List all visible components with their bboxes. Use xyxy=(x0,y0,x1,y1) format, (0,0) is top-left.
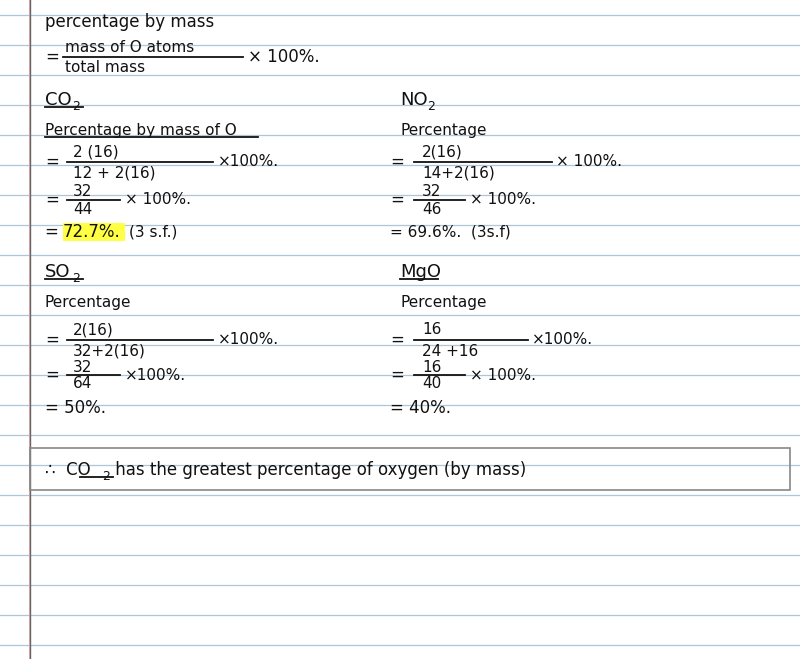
Text: 44: 44 xyxy=(73,202,92,217)
Text: SO: SO xyxy=(45,263,70,281)
Text: × 100%.: × 100%. xyxy=(248,48,320,66)
Text: 2: 2 xyxy=(72,272,80,285)
Text: 12 + 2(16): 12 + 2(16) xyxy=(73,165,155,181)
Text: 2: 2 xyxy=(427,100,435,113)
Text: 24 +16: 24 +16 xyxy=(422,343,478,358)
Text: 2: 2 xyxy=(102,469,110,482)
Text: =: = xyxy=(45,331,59,349)
Text: 40: 40 xyxy=(422,376,442,391)
Text: Percentage by mass of O: Percentage by mass of O xyxy=(45,123,237,138)
Text: mass of O atoms: mass of O atoms xyxy=(65,40,194,55)
Text: (3 s.f.): (3 s.f.) xyxy=(129,225,178,239)
Bar xyxy=(30,448,790,490)
Text: = 50%.: = 50%. xyxy=(45,399,106,417)
Text: NO: NO xyxy=(400,91,428,109)
Text: 64: 64 xyxy=(73,376,92,391)
Text: ×100%.: ×100%. xyxy=(218,154,279,169)
Text: = 69.6%.  (3s.f): = 69.6%. (3s.f) xyxy=(390,225,510,239)
Text: 2(16): 2(16) xyxy=(73,322,114,337)
Text: ∴  CO: ∴ CO xyxy=(45,461,90,479)
Text: Percentage: Percentage xyxy=(400,123,486,138)
Text: =: = xyxy=(45,366,59,384)
Text: 16: 16 xyxy=(422,360,442,374)
Text: × 100%.: × 100%. xyxy=(470,192,536,208)
Text: =: = xyxy=(45,153,59,171)
Text: =: = xyxy=(45,191,59,209)
Text: × 100%.: × 100%. xyxy=(470,368,536,382)
Text: 32+2(16): 32+2(16) xyxy=(73,343,146,358)
Text: 32: 32 xyxy=(73,185,92,200)
Text: × 100%.: × 100%. xyxy=(125,192,191,208)
Text: Percentage: Percentage xyxy=(400,295,486,310)
Text: has the greatest percentage of oxygen (by mass): has the greatest percentage of oxygen (b… xyxy=(110,461,526,479)
Text: ×100%.: ×100%. xyxy=(532,333,593,347)
Text: 2: 2 xyxy=(72,100,80,113)
Text: CO: CO xyxy=(45,91,72,109)
Text: MgO: MgO xyxy=(400,263,441,281)
Text: = 40%.: = 40%. xyxy=(390,399,451,417)
Text: =: = xyxy=(390,191,404,209)
Text: =: = xyxy=(390,331,404,349)
Text: ×100%.: ×100%. xyxy=(218,333,279,347)
Text: =: = xyxy=(390,366,404,384)
Text: 32: 32 xyxy=(73,360,92,374)
Text: total mass: total mass xyxy=(65,59,145,74)
Text: 16: 16 xyxy=(422,322,442,337)
Text: × 100%.: × 100%. xyxy=(556,154,622,169)
Text: ×100%.: ×100%. xyxy=(125,368,186,382)
Text: 2(16): 2(16) xyxy=(422,144,462,159)
Text: 72.7%.: 72.7%. xyxy=(63,223,121,241)
Text: =: = xyxy=(45,48,59,66)
Text: =: = xyxy=(390,153,404,171)
Text: Percentage: Percentage xyxy=(45,295,131,310)
Bar xyxy=(63,223,125,241)
Text: 2 (16): 2 (16) xyxy=(73,144,118,159)
Text: 46: 46 xyxy=(422,202,442,217)
Text: 32: 32 xyxy=(422,185,442,200)
Text: 14+2(16): 14+2(16) xyxy=(422,165,494,181)
Text: =: = xyxy=(45,223,64,241)
Text: percentage by mass: percentage by mass xyxy=(45,13,214,31)
